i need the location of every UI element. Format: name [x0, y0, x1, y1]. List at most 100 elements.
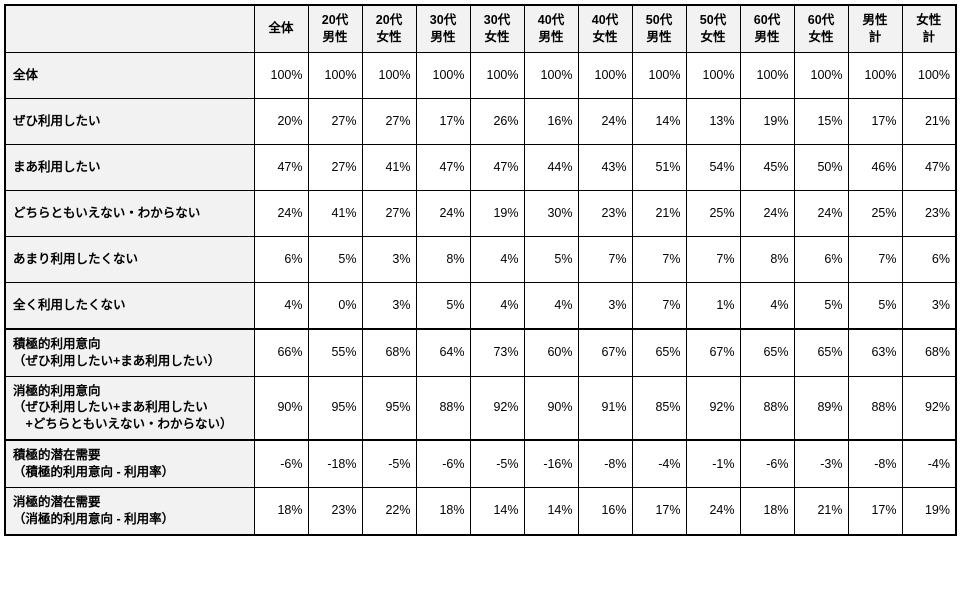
cell-value: -3% — [794, 440, 848, 487]
cell-value: 63% — [848, 329, 902, 376]
cell-value: 13% — [686, 98, 740, 144]
cell-value: -4% — [902, 440, 956, 487]
cell-value: 90% — [254, 376, 308, 440]
cell-value: 92% — [902, 376, 956, 440]
row-label: ぜひ利用したい — [5, 98, 254, 144]
cell-value: 100% — [794, 52, 848, 98]
cell-value: 19% — [902, 487, 956, 534]
cell-value: 3% — [578, 282, 632, 329]
cell-value: 100% — [740, 52, 794, 98]
cell-value: 30% — [524, 190, 578, 236]
cell-value: 16% — [578, 487, 632, 534]
cell-value: 21% — [632, 190, 686, 236]
cell-value: 47% — [254, 144, 308, 190]
row-label: どちらともいえない・わからない — [5, 190, 254, 236]
cell-value: -8% — [578, 440, 632, 487]
cell-value: 20% — [254, 98, 308, 144]
cell-value: 66% — [254, 329, 308, 376]
cell-value: 54% — [686, 144, 740, 190]
cell-value: -6% — [740, 440, 794, 487]
cell-value: 100% — [254, 52, 308, 98]
cell-value: 24% — [254, 190, 308, 236]
cell-value: 6% — [902, 236, 956, 282]
cell-value: -6% — [254, 440, 308, 487]
row-label: 消極的潜在需要（消極的利用意向 - 利用率） — [5, 487, 254, 534]
cell-value: 95% — [362, 376, 416, 440]
cell-value: -16% — [524, 440, 578, 487]
cell-value: 45% — [740, 144, 794, 190]
cell-value: 21% — [794, 487, 848, 534]
cell-value: 43% — [578, 144, 632, 190]
table-row: あまり利用したくない6%5%3%8%4%5%7%7%7%8%6%7%6% — [5, 236, 956, 282]
row-label: 全く利用したくない — [5, 282, 254, 329]
cell-value: 14% — [632, 98, 686, 144]
cell-value: 6% — [794, 236, 848, 282]
survey-table: 全体20代男性20代女性30代男性30代女性40代男性40代女性50代男性50代… — [4, 4, 957, 536]
cell-value: 21% — [902, 98, 956, 144]
cell-value: 18% — [254, 487, 308, 534]
cell-value: 4% — [524, 282, 578, 329]
cell-value: 25% — [686, 190, 740, 236]
col-header: 30代男性 — [416, 5, 470, 52]
cell-value: 68% — [902, 329, 956, 376]
cell-value: 24% — [740, 190, 794, 236]
cell-value: 18% — [416, 487, 470, 534]
col-header: 全体 — [254, 5, 308, 52]
cell-value: 7% — [686, 236, 740, 282]
cell-value: 47% — [470, 144, 524, 190]
cell-value: 100% — [632, 52, 686, 98]
col-header-blank — [5, 5, 254, 52]
table-row: 全体100%100%100%100%100%100%100%100%100%10… — [5, 52, 956, 98]
cell-value: 27% — [362, 190, 416, 236]
col-header: 20代女性 — [362, 5, 416, 52]
cell-value: 44% — [524, 144, 578, 190]
col-header: 50代女性 — [686, 5, 740, 52]
table-row: 積極的利用意向（ぜひ利用したい+まあ利用したい）66%55%68%64%73%6… — [5, 329, 956, 376]
cell-value: 1% — [686, 282, 740, 329]
cell-value: -8% — [848, 440, 902, 487]
cell-value: -4% — [632, 440, 686, 487]
cell-value: 24% — [578, 98, 632, 144]
cell-value: 4% — [470, 236, 524, 282]
col-header: 男性計 — [848, 5, 902, 52]
cell-value: 88% — [740, 376, 794, 440]
cell-value: 17% — [848, 487, 902, 534]
cell-value: 100% — [362, 52, 416, 98]
table-row: 消極的利用意向（ぜひ利用したい+まあ利用したい +どちらともいえない・わからない… — [5, 376, 956, 440]
cell-value: 14% — [524, 487, 578, 534]
cell-value: 67% — [686, 329, 740, 376]
cell-value: 25% — [848, 190, 902, 236]
cell-value: 41% — [362, 144, 416, 190]
cell-value: 51% — [632, 144, 686, 190]
cell-value: 7% — [578, 236, 632, 282]
cell-value: 88% — [416, 376, 470, 440]
cell-value: 5% — [308, 236, 362, 282]
table-row: 積極的潜在需要（積極的利用意向 - 利用率）-6%-18%-5%-6%-5%-1… — [5, 440, 956, 487]
cell-value: 100% — [902, 52, 956, 98]
row-label: 積極的利用意向（ぜひ利用したい+まあ利用したい） — [5, 329, 254, 376]
cell-value: 73% — [470, 329, 524, 376]
cell-value: 24% — [794, 190, 848, 236]
col-header: 20代男性 — [308, 5, 362, 52]
table-row: どちらともいえない・わからない24%41%27%24%19%30%23%21%2… — [5, 190, 956, 236]
col-header: 50代男性 — [632, 5, 686, 52]
col-header: 60代女性 — [794, 5, 848, 52]
cell-value: 85% — [632, 376, 686, 440]
col-header: 60代男性 — [740, 5, 794, 52]
cell-value: 24% — [416, 190, 470, 236]
cell-value: 100% — [470, 52, 524, 98]
cell-value: -1% — [686, 440, 740, 487]
cell-value: 47% — [416, 144, 470, 190]
header-row: 全体20代男性20代女性30代男性30代女性40代男性40代女性50代男性50代… — [5, 5, 956, 52]
cell-value: 100% — [686, 52, 740, 98]
cell-value: 92% — [470, 376, 524, 440]
cell-value: 41% — [308, 190, 362, 236]
cell-value: 27% — [362, 98, 416, 144]
cell-value: -6% — [416, 440, 470, 487]
cell-value: 60% — [524, 329, 578, 376]
cell-value: -5% — [362, 440, 416, 487]
row-label: 積極的潜在需要（積極的利用意向 - 利用率） — [5, 440, 254, 487]
cell-value: 7% — [632, 282, 686, 329]
cell-value: 67% — [578, 329, 632, 376]
cell-value: 47% — [902, 144, 956, 190]
